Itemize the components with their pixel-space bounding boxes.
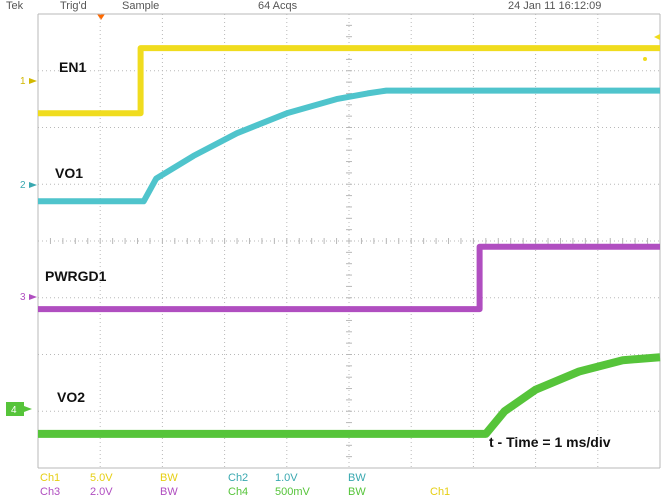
label-pwrgd1: PWRGD1: [45, 268, 107, 284]
channel-1-marker[interactable]: 1: [20, 76, 37, 87]
trigger-readout: Tek: [6, 0, 24, 12]
record-readout: 64 Acqs: [258, 0, 298, 12]
right-level-marker-1: [654, 34, 660, 40]
channel-markers: 1 2 3 4: [6, 76, 37, 416]
header-bar: Tek Trig'd Sample 64 Acqs 24 Jan 11 16:1…: [6, 0, 601, 12]
mode-readout: Trig'd: [60, 0, 87, 12]
channel-3-marker[interactable]: 3: [20, 292, 37, 303]
label-vo2: VO2: [57, 389, 85, 405]
footer-ch1-label: Ch1: [40, 472, 60, 484]
trace-vo2: [38, 353, 661, 438]
trace-layer: [38, 45, 661, 438]
footer-ch4-label: Ch4: [228, 486, 248, 498]
datetime-readout: 24 Jan 11 16:12:09: [508, 0, 601, 12]
trigger-position-marker: [97, 14, 105, 20]
footer-ch4-scale: 500mV: [275, 486, 311, 498]
trace-labels: EN1 VO1 PWRGD1 VO2: [45, 59, 107, 405]
channel-1-arrow-icon: [29, 78, 37, 84]
acquisition-readout: Sample: [122, 0, 159, 12]
footer-ch2-label: Ch2: [228, 472, 248, 484]
trace-pwrgd1: [38, 243, 660, 313]
footer-readouts: Ch1 5.0V BW Ch2 1.0V BW Ch3 2.0V BW Ch4 …: [40, 472, 450, 498]
channel-2-marker-label: 2: [20, 180, 26, 191]
channel-4-marker-label: 4: [11, 405, 17, 416]
footer-ch2-scale: 1.0V: [275, 472, 298, 484]
footer-trigger-source: Ch1: [430, 486, 450, 498]
channel-1-marker-label: 1: [20, 76, 26, 87]
footer-ch3-label: Ch3: [40, 486, 60, 498]
label-vo1: VO1: [55, 165, 83, 181]
footer-ch1-scale: 5.0V: [90, 472, 113, 484]
footer-ch1-bw: BW: [160, 472, 178, 484]
graticule-grid: [37, 13, 661, 469]
right-level-dot-1: [643, 57, 647, 61]
channel-3-arrow-icon: [29, 294, 37, 300]
channel-2-marker[interactable]: 2: [20, 180, 37, 191]
time-per-div-annotation: t - Time = 1 ms/div: [489, 434, 611, 450]
channel-3-marker-label: 3: [20, 292, 26, 303]
label-en1: EN1: [59, 59, 86, 75]
footer-ch3-bw: BW: [160, 486, 178, 498]
footer-ch2-bw: BW: [348, 472, 366, 484]
channel-4-marker-box: [6, 402, 24, 416]
trace-en1: [38, 45, 660, 117]
channel-4-arrow-icon: [24, 406, 32, 412]
footer-ch4-bw: BW: [348, 486, 366, 498]
channel-4-marker[interactable]: 4: [6, 402, 32, 416]
trace-vo1: [38, 87, 660, 205]
footer-ch3-scale: 2.0V: [90, 486, 113, 498]
channel-2-arrow-icon: [29, 182, 37, 188]
